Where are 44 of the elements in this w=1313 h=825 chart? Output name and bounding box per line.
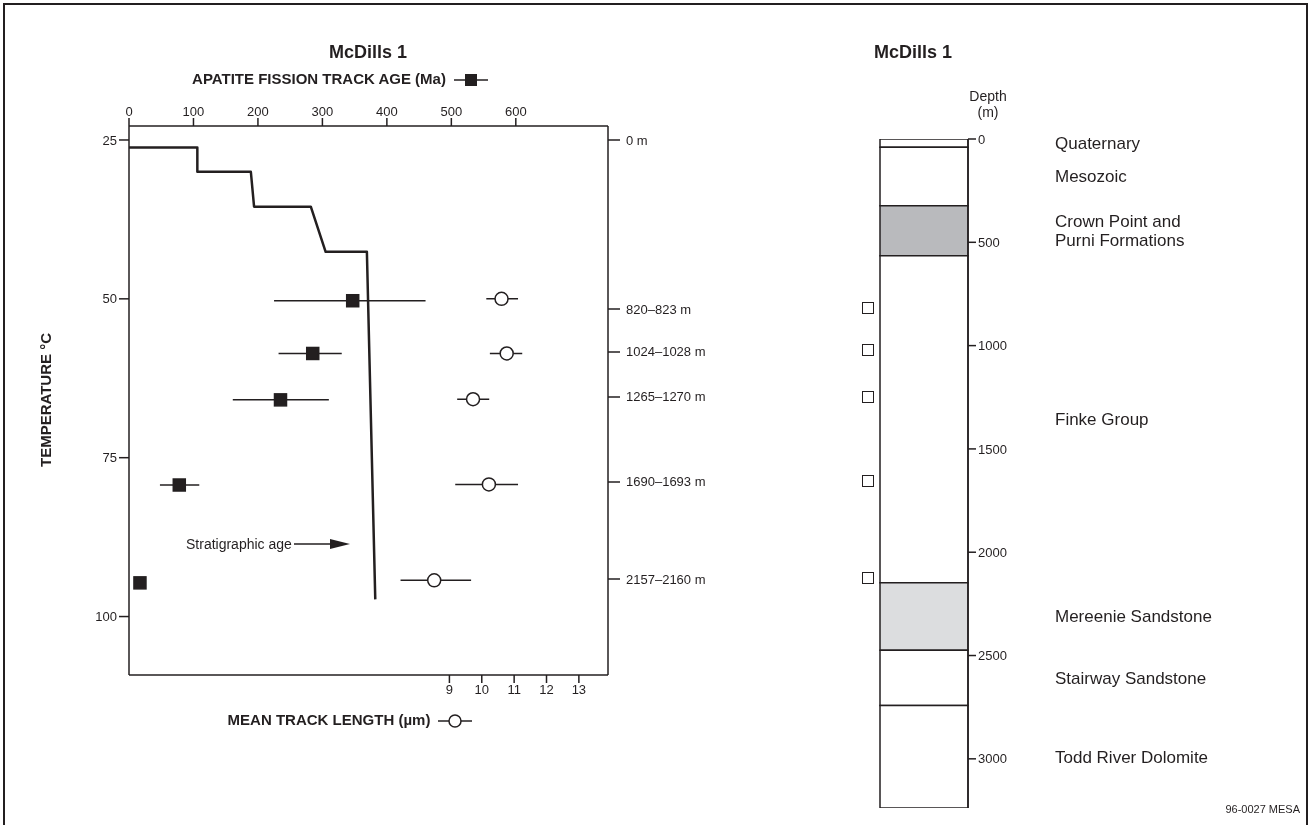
y-tick-label: 1500 xyxy=(978,441,1007,457)
text: 1024–1028 m xyxy=(626,344,706,360)
y-tick-label: 3000 xyxy=(978,751,1007,767)
text: Todd River Dolomite xyxy=(1055,747,1209,767)
x2-tick-label: 300 xyxy=(311,104,334,119)
annotation: Stratigraphic age xyxy=(186,536,292,552)
text: Finke Group xyxy=(1055,410,1149,430)
x2-tick-label: 100 xyxy=(182,104,205,119)
x2-tick-label: 200 xyxy=(247,104,269,119)
y-tick-label: 2000 xyxy=(978,544,1007,560)
text: 820–823 m xyxy=(626,301,692,317)
x-tick-label: 10 xyxy=(474,682,490,698)
y-tick-label: 25 xyxy=(102,132,117,148)
x-tick-label: 11 xyxy=(507,682,521,698)
y-axis-title: TEMPERATURE °C xyxy=(36,332,54,468)
text: Quaternary xyxy=(1055,134,1141,154)
text: 1265–1270 m xyxy=(626,389,706,405)
y-tick-label: 50 xyxy=(102,291,117,307)
text: 2157–2160 m xyxy=(626,571,706,587)
x-tick-label: 13 xyxy=(571,682,587,698)
chart-title: McDills 1 xyxy=(873,42,953,63)
x2-tick-label: 500 xyxy=(440,104,463,119)
text: Mereenie Sandstone xyxy=(1055,607,1212,627)
y-tick-label: 0 xyxy=(978,131,986,147)
y-tick-label: 2500 xyxy=(978,648,1007,664)
text: Stairway Sandstone xyxy=(1055,668,1207,688)
text: Crown Point and Purni Formations xyxy=(1055,212,1185,251)
x2-tick-label: 600 xyxy=(504,104,527,119)
x-tick-label: 12 xyxy=(539,682,554,698)
text: 0 m xyxy=(626,132,648,148)
text: 1690–1693 m xyxy=(626,474,706,490)
y-tick-label: 75 xyxy=(102,450,117,466)
y-tick-label: 100 xyxy=(95,609,117,625)
x2-tick-label: 400 xyxy=(376,104,398,119)
text: 96-0027 MESA xyxy=(1225,803,1300,815)
y-tick-label: 500 xyxy=(978,234,1000,250)
x-axis-title: MEAN TRACK LENGTH (µm) xyxy=(227,711,431,728)
y-tick-label: 1000 xyxy=(978,338,1007,354)
text: Mesozoic xyxy=(1055,167,1128,187)
y-axis-title: Depth (m) xyxy=(968,88,1008,120)
x2-axis-title: APATITE FISSION TRACK AGE (Ma) xyxy=(192,70,446,87)
chart-title: McDills 1 xyxy=(328,42,408,63)
x2-tick-label: 0 xyxy=(125,104,133,119)
x-tick-label: 9 xyxy=(445,682,454,698)
